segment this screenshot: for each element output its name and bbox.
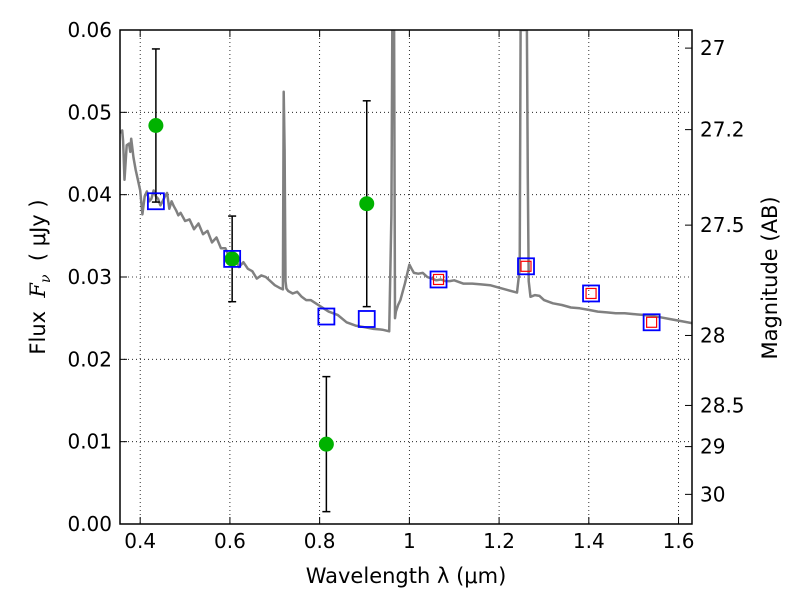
y-axis-label-subscript: ν (38, 274, 54, 283)
magnitude-tick-label: 28.5 (700, 393, 745, 417)
x-tick-label: 0.8 (304, 529, 336, 553)
x-tick-label: 1.2 (483, 529, 515, 553)
model-square-blue (223, 249, 242, 268)
magnitude-tick-label: 27 (700, 36, 725, 60)
magnitude-tick-label: 27.2 (700, 118, 745, 142)
y-axis-label-suffix: ( μJy ) (26, 199, 50, 274)
model-square-blue (317, 307, 336, 326)
magnitude-axis-label: Magnitude (AB) (758, 196, 782, 359)
x-axis-ticks: 0.4 0.6 0.8 1 1.2 1.4 1.6 (124, 30, 694, 553)
y-tick-label: 0.00 (67, 512, 112, 536)
observed-point (224, 251, 240, 267)
model-square-blue (582, 284, 600, 303)
model-square-red (432, 273, 445, 286)
model-squares-red (432, 260, 658, 328)
y-tick-label: 0.04 (67, 183, 112, 207)
model-square-blue (357, 310, 376, 328)
sed-model-line (120, 30, 692, 333)
magnitude-axis-ticks: 27 27.2 27.5 28 28.5 29 30 (685, 36, 745, 506)
magnitude-tick-label: 28 (700, 323, 725, 347)
y-tick-label: 0.06 (67, 18, 112, 42)
observed-point (318, 436, 334, 452)
y-axis-label: Flux Fν ( μJy ) (26, 199, 54, 354)
x-tick-label: 1 (403, 529, 416, 553)
magnitude-tick-label: 30 (700, 482, 725, 506)
model-square-red (585, 287, 597, 300)
error-bars (151, 48, 371, 513)
y-tick-label: 0.02 (67, 347, 112, 371)
x-tick-label: 1.4 (573, 529, 605, 553)
y-axis-label-symbol: F (26, 282, 50, 299)
model-square-blue (146, 192, 165, 211)
x-tick-label: 0.6 (214, 529, 246, 553)
observed-point (148, 118, 164, 134)
x-axis-label: Wavelength λ (μm) (306, 564, 507, 588)
x-tick-label: 1.6 (663, 529, 695, 553)
model-square-red (520, 260, 532, 272)
x-tick-label: 0.4 (124, 529, 156, 553)
magnitude-tick-label: 29 (700, 435, 725, 459)
model-square-red (646, 316, 658, 328)
model-square-blue (642, 313, 661, 332)
y-axis-label-prefix: Flux (26, 298, 50, 355)
y-tick-label: 0.01 (67, 430, 112, 454)
magnitude-tick-label: 27.5 (700, 213, 745, 237)
y-tick-label: 0.03 (67, 265, 112, 289)
y-axis-ticks: 0.00 0.01 0.02 0.03 0.04 0.05 0.06 (67, 18, 127, 536)
model-squares-blue (146, 192, 661, 332)
model-square-blue (517, 257, 535, 276)
observed-points (148, 118, 375, 452)
y-tick-label: 0.05 (67, 100, 112, 124)
observed-point (359, 196, 375, 212)
model-square-blue (429, 270, 448, 289)
